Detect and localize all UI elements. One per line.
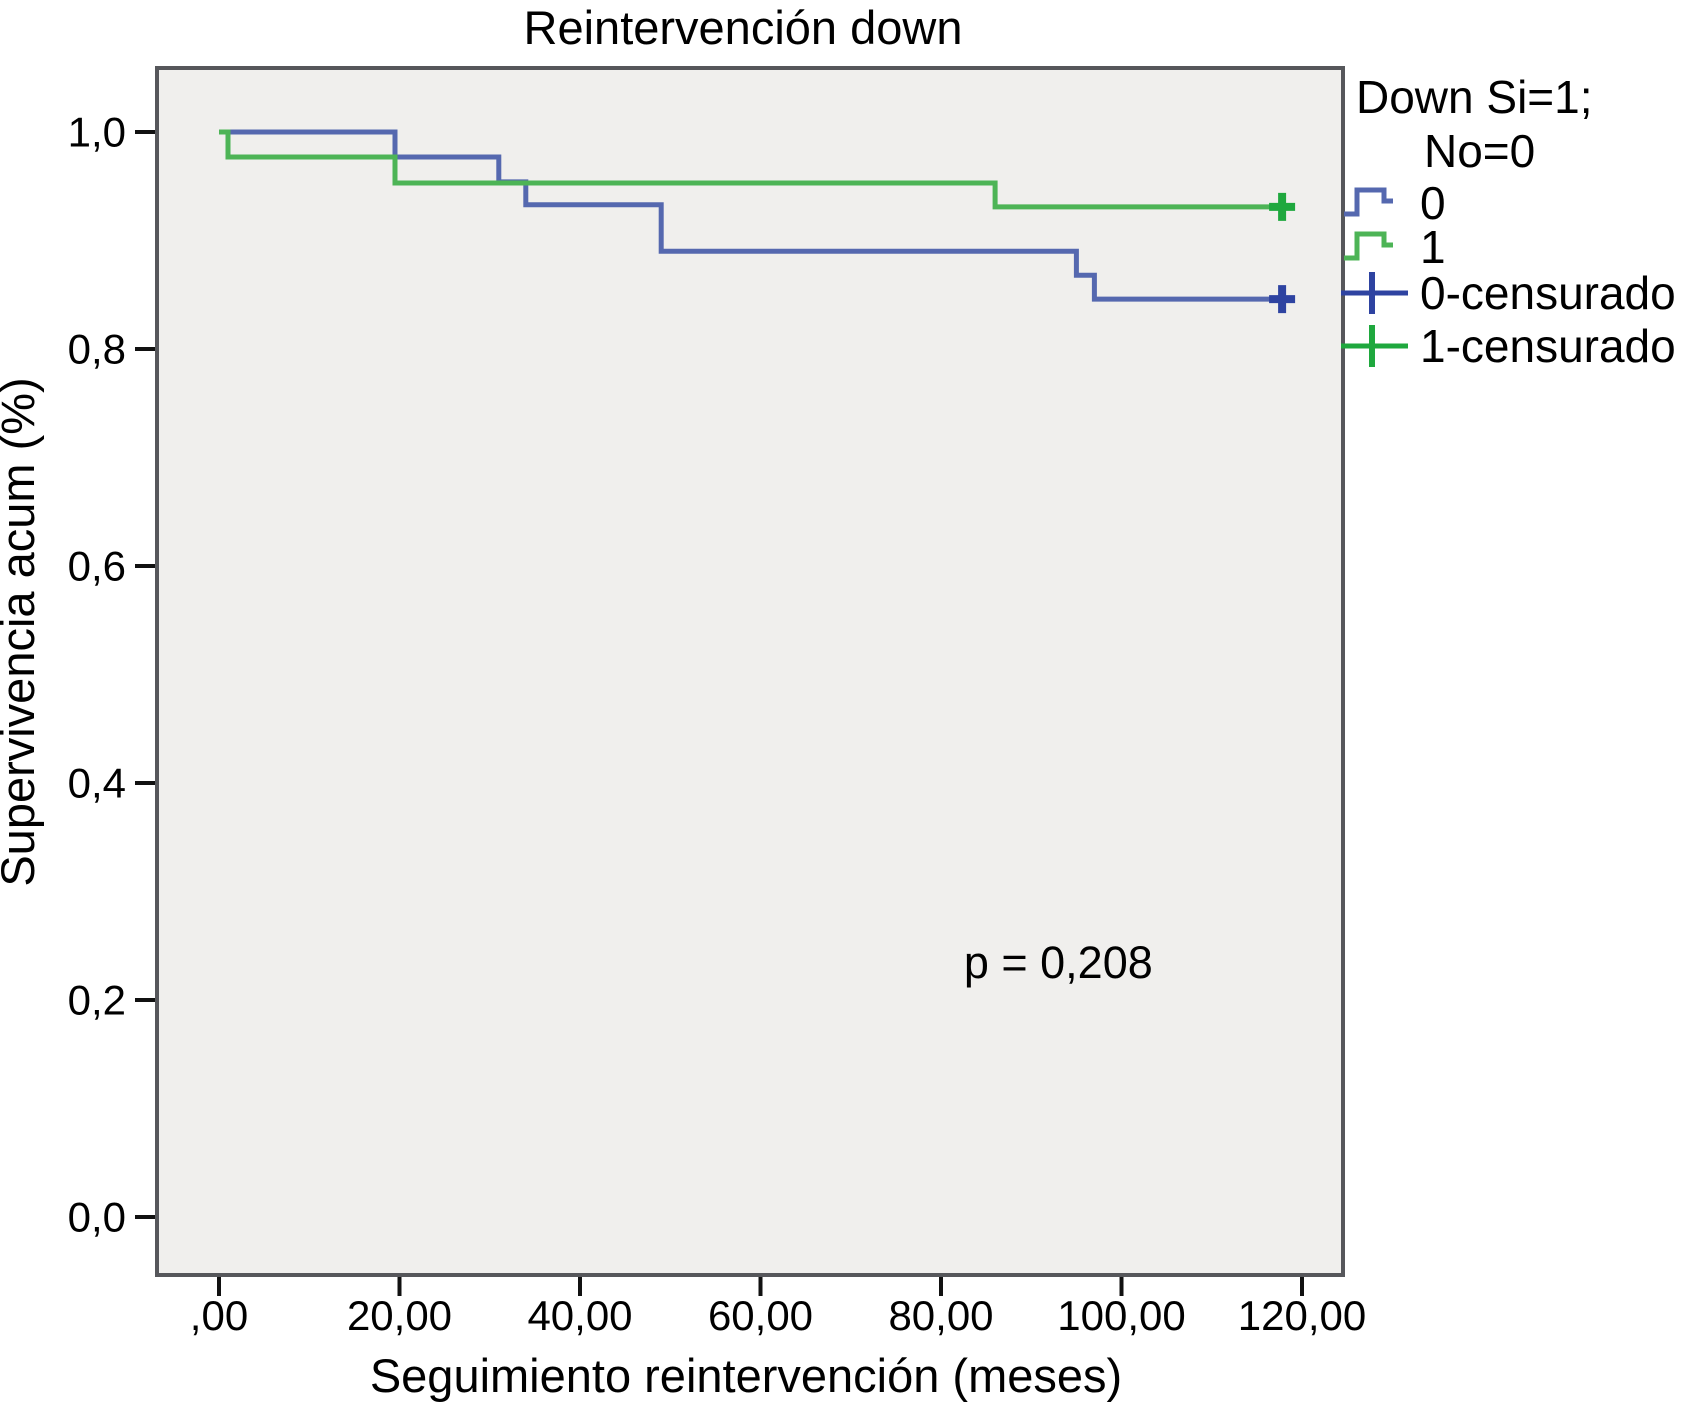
x-axis-title: Seguimiento reintervención (meses) (370, 1349, 1122, 1402)
x-axis-tick-label: 60,00 (708, 1292, 813, 1339)
y-axis-tick-label: 0,4 (68, 760, 126, 807)
plot-frame (155, 66, 1345, 1277)
legend-symbol-step-0 (1344, 187, 1393, 217)
y-axis-title: Supervivencia acum (%) (0, 377, 44, 886)
p-value-annotation: p = 0,208 (964, 937, 1153, 988)
legend-item-label: 1-censurado (1420, 320, 1676, 372)
x-axis-tick-label: ,00 (190, 1292, 248, 1339)
legend-title-line1: Down Si=1; (1356, 71, 1593, 123)
x-axis-tick-label: 40,00 (527, 1292, 632, 1339)
y-axis-tick-label: 0,0 (68, 1194, 126, 1241)
survival-step-line-1 (219, 129, 1293, 210)
x-axis-tick-label: 80,00 (888, 1292, 993, 1339)
survival-step-line-0 (219, 129, 1293, 302)
y-axis-tick-label: 0,2 (68, 977, 126, 1024)
legend-title-line2: No=0 (1424, 125, 1535, 177)
chart-title: Reintervención down (524, 1, 963, 54)
y-axis-tick-label: 0,6 (68, 543, 126, 590)
plot-background (157, 68, 1343, 1275)
plot-layer: 1,0 0,8 0,6 0,4 0,2 0,0 ,00 20,00 40,00 60,00 80,0… (68, 66, 1366, 1339)
y-axis-tick-label: 1,0 (68, 109, 126, 156)
x-axis-tick-label: 120,00 (1238, 1292, 1366, 1339)
legend-item-label: 0-censurado (1420, 267, 1676, 319)
legend-item-label: 1 (1420, 221, 1446, 273)
x-axis-tick-label: 20,00 (347, 1292, 452, 1339)
legend-item-label: 0 (1420, 177, 1446, 229)
legend-symbol-step-1 (1344, 231, 1393, 261)
y-axis-tick-label: 0,8 (68, 326, 126, 373)
x-axis-tick-label: 100,00 (1057, 1292, 1185, 1339)
